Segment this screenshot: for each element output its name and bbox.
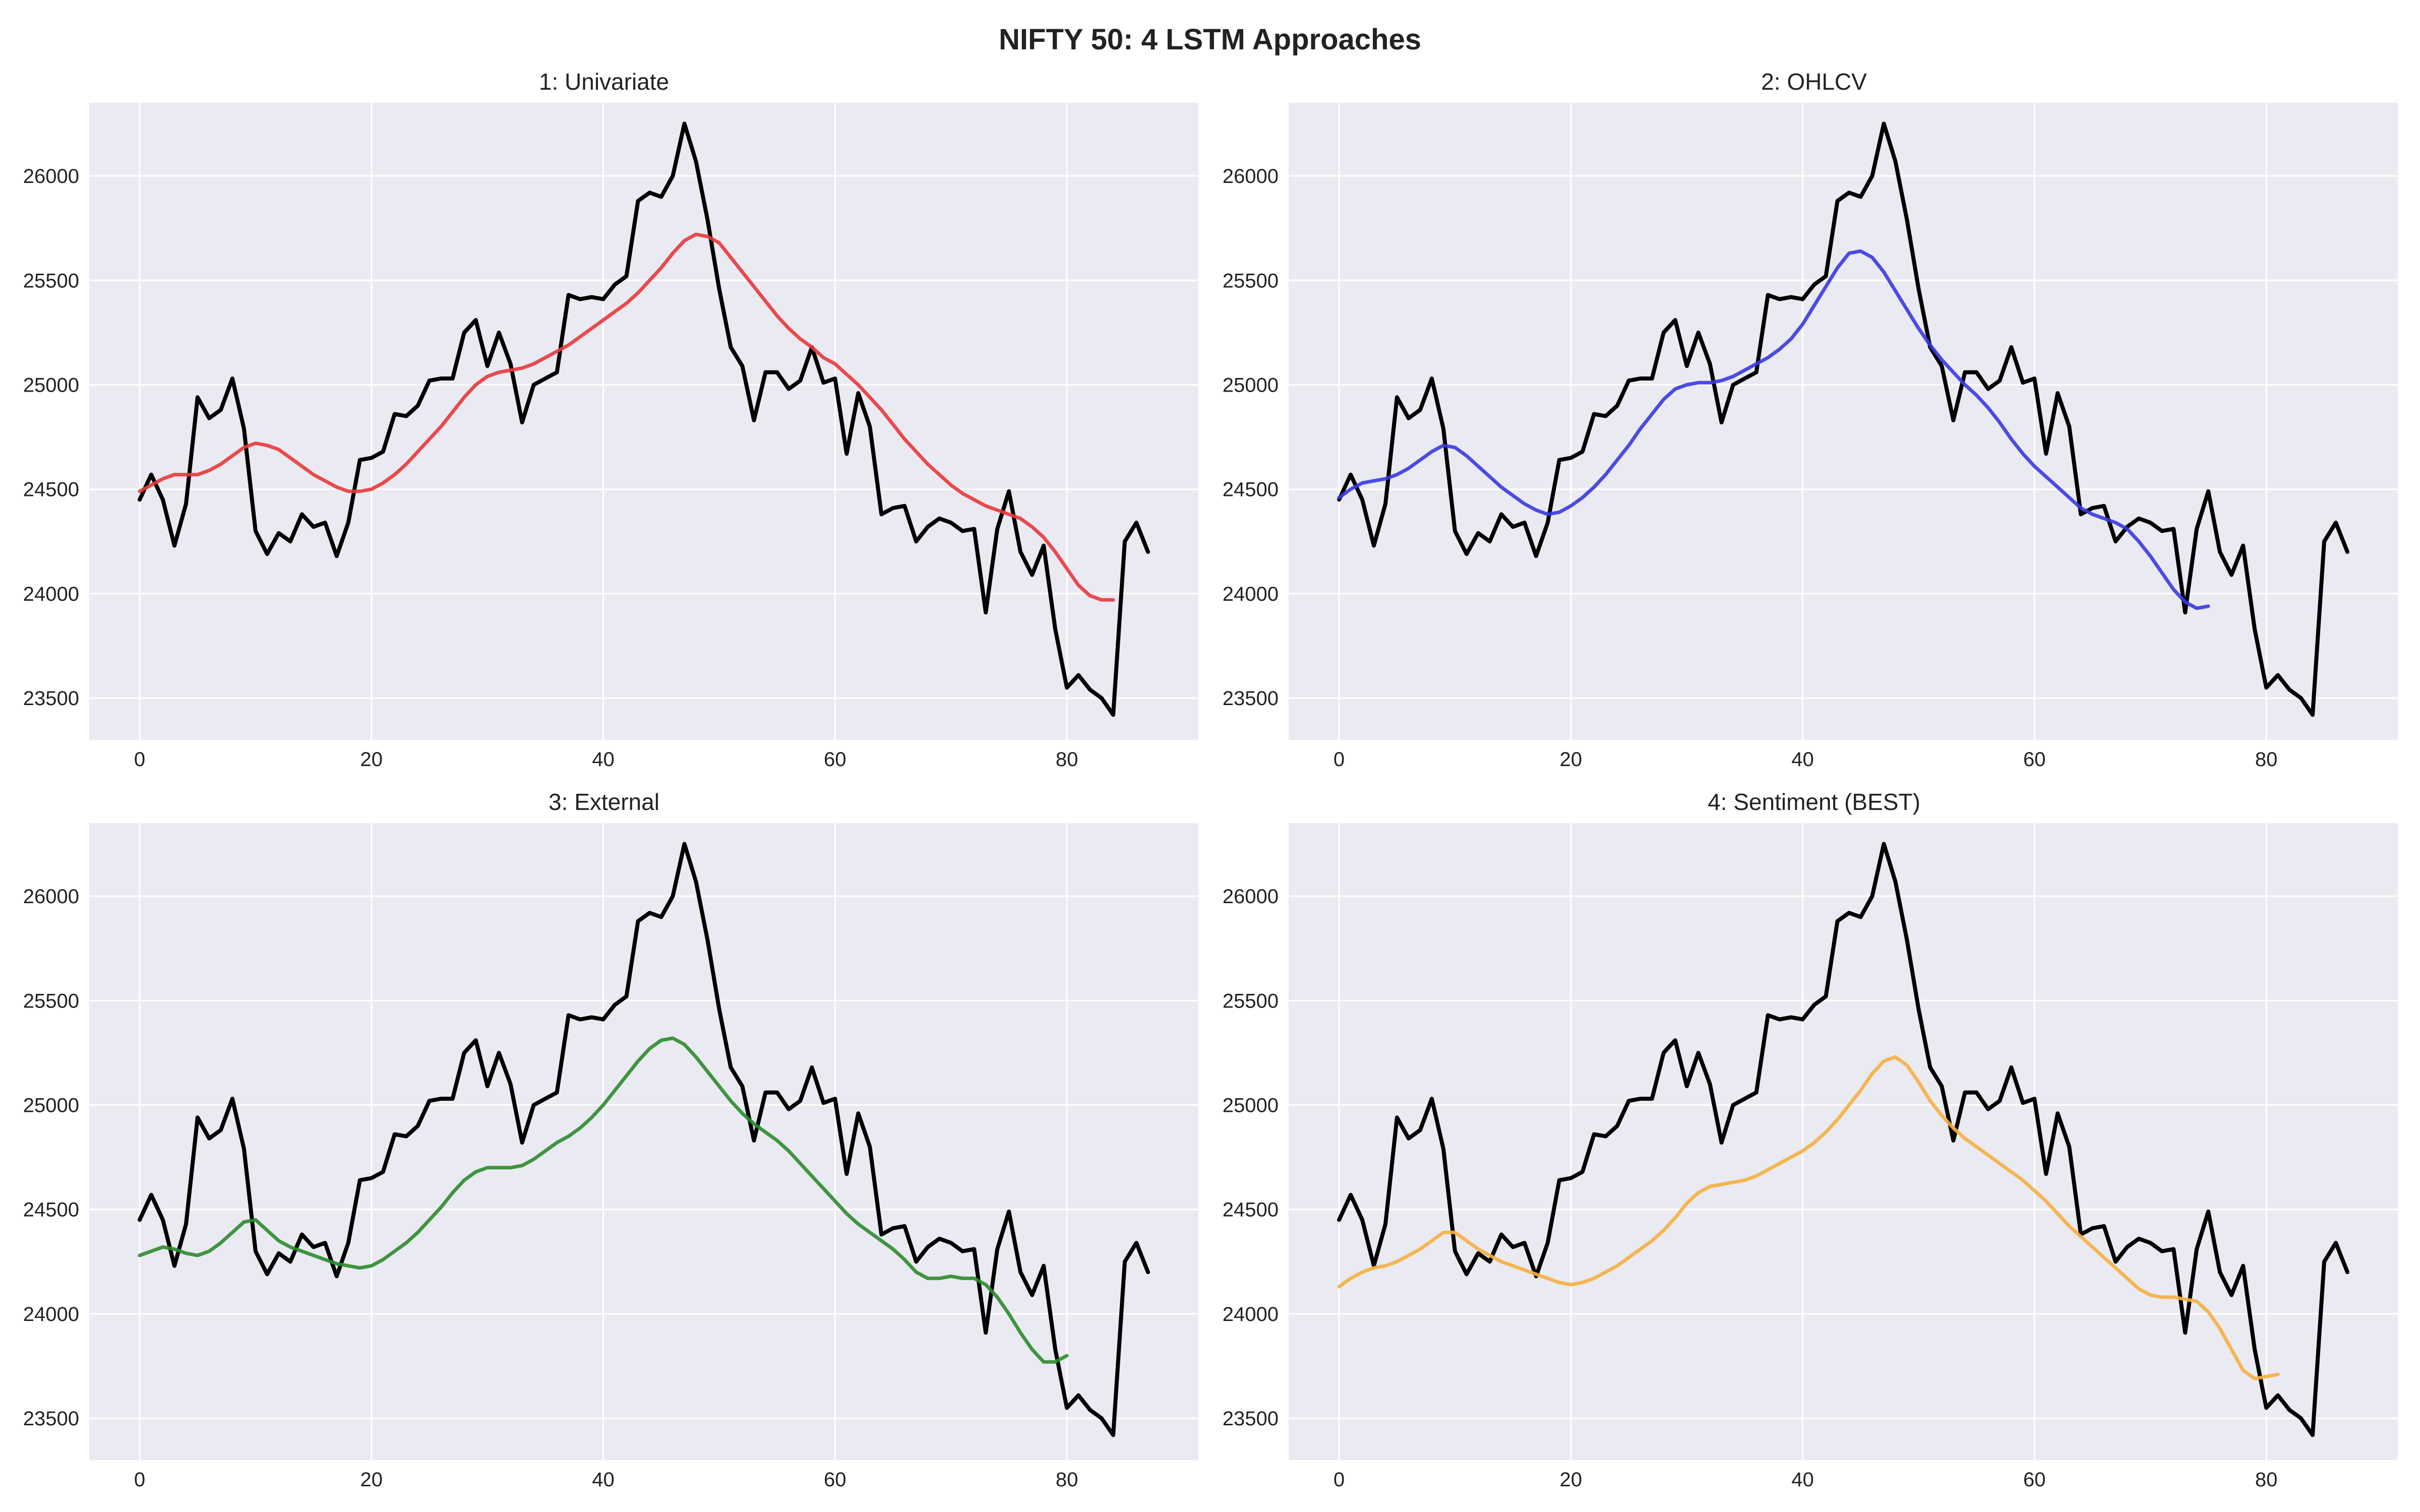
prediction-line (1337, 249, 2210, 610)
panel-title: 1: Univariate (539, 69, 669, 95)
y-tick-label: 23500 (23, 1408, 79, 1430)
x-tick-label: 80 (2255, 1469, 2278, 1491)
x-tick-label: 20 (1560, 748, 1583, 771)
x-tick-label: 20 (360, 1469, 383, 1491)
y-tick-label: 23500 (1223, 1408, 1279, 1430)
y-tick-label: 26000 (23, 886, 79, 908)
y-tick-label: 24000 (1223, 1303, 1279, 1326)
figure-title: NIFTY 50: 4 LSTM Approaches (999, 23, 1421, 56)
x-tick-label: 0 (134, 1469, 145, 1491)
prediction-line (138, 1036, 1069, 1364)
y-tick-label: 24500 (1223, 1199, 1279, 1221)
panel-title: 4: Sentiment (BEST) (1708, 789, 1920, 815)
panel-external: 3: External 0 20 40 60 80 23500 24000 24500 2500… (23, 789, 1198, 1491)
y-tick-label: 23500 (23, 687, 79, 710)
plot-area (89, 103, 1198, 740)
y-tick-label: 24000 (23, 583, 79, 605)
x-tick-label: 60 (824, 748, 846, 771)
y-tick-label: 25000 (1223, 1094, 1279, 1116)
prediction-line (138, 232, 1115, 602)
x-tick-label: 60 (824, 1469, 846, 1491)
panel-ohlcv: 2: OHLCV 0 20 40 60 80 23500 24000 24500 25000 25… (1223, 69, 2398, 771)
x-tick-label: 60 (2023, 1469, 2046, 1491)
y-tick-label: 24000 (1223, 583, 1279, 605)
plot-area (1289, 823, 2398, 1460)
y-tick-label: 23500 (1223, 687, 1279, 710)
y-tick-label: 24500 (23, 1199, 79, 1221)
x-tick-label: 60 (2023, 748, 2046, 771)
y-tick-label: 25500 (1223, 270, 1279, 292)
panel-sentiment: 4: Sentiment (BEST) 0 20 40 60 80 23500 24000 2… (1223, 789, 2398, 1491)
x-tick-label: 20 (360, 748, 383, 771)
actual-price-line (138, 121, 1150, 717)
y-tick-label: 25500 (23, 990, 79, 1012)
y-tick-label: 25000 (1223, 374, 1279, 396)
x-tick-label: 0 (134, 748, 145, 771)
x-tick-label: 20 (1560, 1469, 1583, 1491)
y-tick-label: 26000 (23, 165, 79, 187)
actual-price-line (1337, 121, 2349, 717)
y-tick-label: 25500 (23, 270, 79, 292)
x-tick-label: 40 (1791, 1469, 1814, 1491)
x-tick-label: 80 (2255, 748, 2278, 771)
y-tick-label: 24500 (23, 479, 79, 501)
plot-area (1289, 103, 2398, 740)
panel-univariate: 1: Univariate 0 20 40 60 80 23500 24000 24500 25… (23, 69, 1198, 771)
y-tick-label: 24500 (1223, 479, 1279, 501)
x-tick-label: 40 (592, 748, 615, 771)
y-tick-label: 26000 (1223, 165, 1279, 187)
prediction-line (1337, 1055, 2280, 1380)
x-tick-label: 40 (592, 1469, 615, 1491)
x-tick-label: 80 (1056, 1469, 1078, 1491)
x-tick-label: 80 (1056, 748, 1078, 771)
y-tick-label: 26000 (1223, 886, 1279, 908)
panel-title: 2: OHLCV (1761, 69, 1867, 95)
actual-price-line (138, 842, 1150, 1437)
x-tick-label: 40 (1791, 748, 1814, 771)
x-tick-label: 0 (1334, 748, 1345, 771)
y-tick-label: 25500 (1223, 990, 1279, 1012)
plot-area (89, 823, 1198, 1460)
y-tick-label: 24000 (23, 1303, 79, 1326)
y-tick-label: 25000 (23, 374, 79, 396)
actual-price-line (1337, 842, 2349, 1437)
y-tick-label: 25000 (23, 1094, 79, 1116)
x-tick-label: 0 (1334, 1469, 1345, 1491)
panel-title: 3: External (549, 789, 659, 815)
